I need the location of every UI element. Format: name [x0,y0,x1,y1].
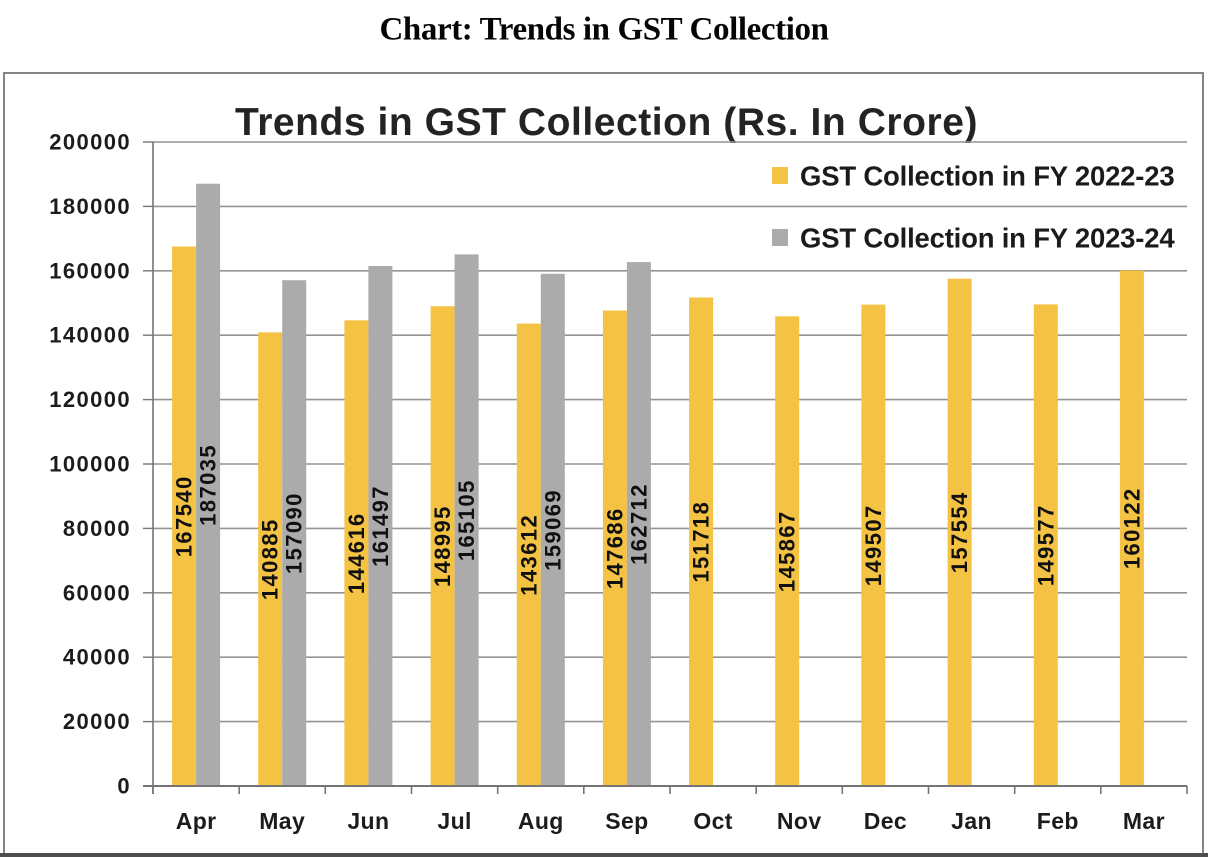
svg-text:Feb: Feb [1037,808,1079,834]
svg-text:143612: 143612 [516,514,541,596]
svg-text:Jul: Jul [437,808,471,834]
svg-text:0: 0 [117,774,131,799]
svg-text:40000: 40000 [63,645,131,670]
svg-text:200000: 200000 [49,130,131,155]
svg-text:159069: 159069 [540,489,565,571]
svg-text:161497: 161497 [368,485,393,567]
svg-text:160000: 160000 [49,258,131,283]
svg-text:148995: 148995 [430,505,455,587]
svg-text:165105: 165105 [454,479,479,561]
svg-text:Nov: Nov [777,808,822,834]
svg-text:Dec: Dec [864,808,907,834]
svg-text:145867: 145867 [775,510,800,592]
svg-text:Aug: Aug [518,808,564,834]
svg-text:20000: 20000 [63,709,131,734]
svg-text:147686: 147686 [602,507,627,589]
svg-text:Jan: Jan [951,808,992,834]
svg-text:Chart: Trends in GST Collectio: Chart: Trends in GST Collection [379,12,828,48]
svg-text:Sep: Sep [605,808,648,834]
svg-text:Apr: Apr [176,808,217,834]
svg-text:Oct: Oct [693,808,733,834]
svg-text:180000: 180000 [49,194,131,219]
svg-text:100000: 100000 [49,452,131,477]
svg-text:May: May [259,808,305,834]
svg-text:151718: 151718 [689,501,714,583]
svg-text:157554: 157554 [947,491,972,573]
svg-text:167540: 167540 [172,475,197,557]
svg-text:Trends in GST Collection (Rs.: Trends in GST Collection (Rs. In Crore) [235,101,978,144]
svg-text:160122: 160122 [1119,487,1144,569]
svg-text:187035: 187035 [196,444,221,526]
svg-text:157090: 157090 [282,492,307,574]
svg-text:140885: 140885 [258,518,283,600]
svg-text:GST Collection in FY 2023-24: GST Collection in FY 2023-24 [800,223,1175,254]
svg-text:60000: 60000 [63,580,131,605]
svg-text:140000: 140000 [49,323,131,348]
svg-text:149507: 149507 [861,504,886,586]
svg-text:Mar: Mar [1123,808,1165,834]
svg-text:GST Collection in FY 2022-23: GST Collection in FY 2022-23 [800,161,1174,192]
svg-text:149577: 149577 [1033,504,1058,586]
svg-text:144616: 144616 [344,512,369,594]
svg-text:Jun: Jun [347,808,389,834]
svg-text:162712: 162712 [626,483,651,565]
svg-text:120000: 120000 [49,387,131,412]
svg-text:80000: 80000 [63,516,131,541]
